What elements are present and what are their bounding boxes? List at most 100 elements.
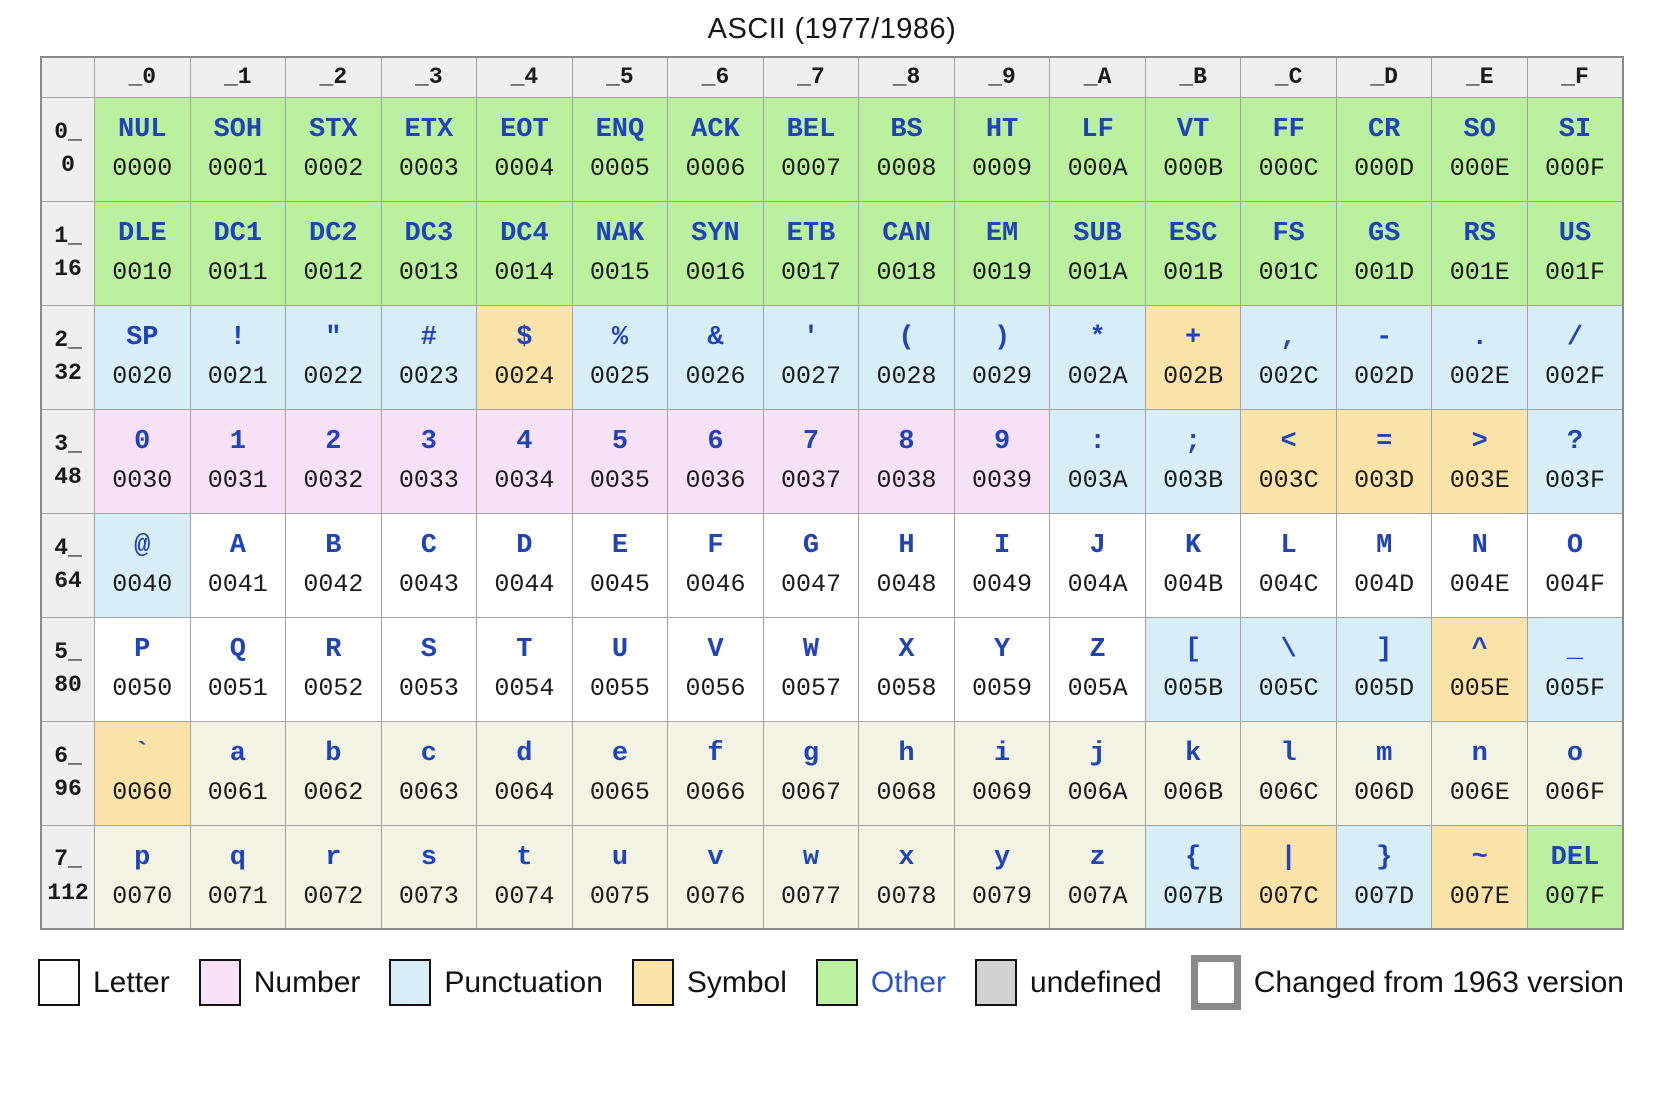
char-glyph[interactable]: -: [1376, 323, 1393, 353]
char-glyph[interactable]: u: [611, 842, 629, 873]
char-glyph[interactable]: %: [611, 323, 629, 353]
char-glyph[interactable]: ]: [1376, 635, 1393, 665]
char-glyph[interactable]: 3: [420, 427, 437, 457]
char-glyph[interactable]: c: [420, 739, 437, 769]
char-glyph[interactable]: J: [1089, 531, 1106, 561]
char-glyph[interactable]: 2: [325, 427, 342, 457]
char-glyph[interactable]: Z: [1089, 635, 1106, 665]
char-glyph[interactable]: CAN: [882, 219, 931, 249]
char-glyph[interactable]: ETB: [786, 219, 836, 249]
char-glyph[interactable]: >: [1471, 427, 1488, 457]
char-glyph[interactable]: {: [1185, 842, 1202, 873]
char-glyph[interactable]: r: [325, 842, 342, 873]
char-glyph[interactable]: $: [516, 323, 533, 353]
char-glyph[interactable]: EOT: [500, 115, 549, 145]
char-glyph[interactable]: FF: [1272, 115, 1305, 145]
char-glyph[interactable]: +: [1185, 323, 1202, 353]
char-glyph[interactable]: =: [1376, 427, 1393, 457]
char-glyph[interactable]: :: [1089, 427, 1106, 457]
char-glyph[interactable]: HT: [985, 115, 1019, 145]
char-glyph[interactable]: p: [134, 842, 151, 873]
char-glyph[interactable]: 4: [516, 427, 533, 457]
char-glyph[interactable]: SP: [126, 323, 159, 353]
char-glyph[interactable]: ;: [1185, 427, 1202, 457]
char-glyph[interactable]: x: [898, 842, 915, 873]
char-glyph[interactable]: q: [229, 842, 246, 873]
char-glyph[interactable]: #: [420, 323, 437, 353]
legend-label-other[interactable]: Other: [870, 965, 946, 999]
char-glyph[interactable]: STX: [309, 115, 358, 145]
char-glyph[interactable]: X: [898, 635, 915, 665]
char-glyph[interactable]: [: [1185, 635, 1202, 665]
char-glyph[interactable]: g: [802, 739, 820, 769]
char-glyph[interactable]: \: [1280, 635, 1297, 665]
char-glyph[interactable]: I: [993, 531, 1011, 561]
char-glyph[interactable]: i: [993, 739, 1011, 769]
char-glyph[interactable]: &: [707, 323, 724, 353]
char-glyph[interactable]: v: [707, 842, 724, 873]
char-glyph[interactable]: 5: [611, 427, 629, 457]
char-glyph[interactable]: H: [898, 531, 915, 561]
char-glyph[interactable]: m: [1376, 739, 1393, 769]
char-glyph[interactable]: SI: [1558, 115, 1592, 145]
char-glyph[interactable]: 8: [898, 427, 915, 457]
char-glyph[interactable]: NUL: [117, 115, 167, 145]
char-glyph[interactable]: |: [1280, 842, 1297, 873]
char-glyph[interactable]: DC2: [309, 219, 358, 249]
char-glyph[interactable]: ): [993, 323, 1011, 353]
char-glyph[interactable]: A: [229, 531, 246, 561]
char-glyph[interactable]: ": [325, 323, 342, 353]
char-glyph[interactable]: ENQ: [595, 115, 645, 145]
char-glyph[interactable]: RS: [1463, 219, 1496, 249]
char-glyph[interactable]: b: [325, 739, 342, 769]
char-glyph[interactable]: DEL: [1550, 842, 1600, 873]
char-glyph[interactable]: C: [420, 531, 437, 561]
char-glyph[interactable]: t: [516, 842, 533, 873]
char-glyph[interactable]: ?: [1566, 427, 1584, 457]
char-glyph[interactable]: ': [802, 323, 820, 353]
char-glyph[interactable]: /: [1566, 323, 1584, 353]
char-glyph[interactable]: O: [1566, 531, 1584, 561]
char-glyph[interactable]: z: [1089, 842, 1106, 873]
char-glyph[interactable]: 7: [802, 427, 820, 457]
char-glyph[interactable]: DLE: [117, 219, 167, 249]
char-glyph[interactable]: U: [611, 635, 629, 665]
char-glyph[interactable]: o: [1566, 739, 1584, 769]
char-glyph[interactable]: l: [1280, 739, 1297, 769]
char-glyph[interactable]: GS: [1367, 219, 1401, 249]
char-glyph[interactable]: 9: [993, 427, 1011, 457]
char-glyph[interactable]: ACK: [691, 115, 740, 145]
char-glyph[interactable]: n: [1471, 739, 1488, 769]
char-glyph[interactable]: CR: [1367, 115, 1401, 145]
char-glyph[interactable]: F: [707, 531, 724, 561]
char-glyph[interactable]: B: [325, 531, 342, 561]
char-glyph[interactable]: ^: [1471, 635, 1488, 665]
char-glyph[interactable]: ~: [1471, 842, 1488, 873]
char-glyph[interactable]: FS: [1272, 219, 1305, 249]
char-glyph[interactable]: s: [420, 842, 437, 873]
char-glyph[interactable]: .: [1471, 323, 1488, 353]
char-glyph[interactable]: T: [516, 635, 533, 665]
char-glyph[interactable]: !: [229, 323, 246, 353]
char-glyph[interactable]: h: [898, 739, 915, 769]
char-glyph[interactable]: LF: [1081, 115, 1114, 145]
char-glyph[interactable]: DC1: [213, 219, 263, 249]
char-glyph[interactable]: US: [1558, 219, 1592, 249]
char-glyph[interactable]: P: [134, 635, 151, 665]
char-glyph[interactable]: R: [325, 635, 342, 665]
char-glyph[interactable]: y: [993, 842, 1011, 873]
char-glyph[interactable]: SYN: [691, 219, 740, 249]
char-glyph[interactable]: DC3: [404, 219, 454, 249]
char-glyph[interactable]: `: [134, 739, 151, 769]
char-glyph[interactable]: BEL: [786, 115, 836, 145]
char-glyph[interactable]: k: [1185, 739, 1202, 769]
char-glyph[interactable]: 1: [229, 427, 246, 457]
char-glyph[interactable]: <: [1280, 427, 1297, 457]
char-glyph[interactable]: ,: [1280, 323, 1297, 353]
char-glyph[interactable]: K: [1185, 531, 1202, 561]
char-glyph[interactable]: E: [611, 531, 629, 561]
char-glyph[interactable]: N: [1471, 531, 1488, 561]
char-glyph[interactable]: _: [1566, 635, 1584, 665]
char-glyph[interactable]: SUB: [1073, 219, 1122, 249]
char-glyph[interactable]: NAK: [595, 219, 645, 249]
